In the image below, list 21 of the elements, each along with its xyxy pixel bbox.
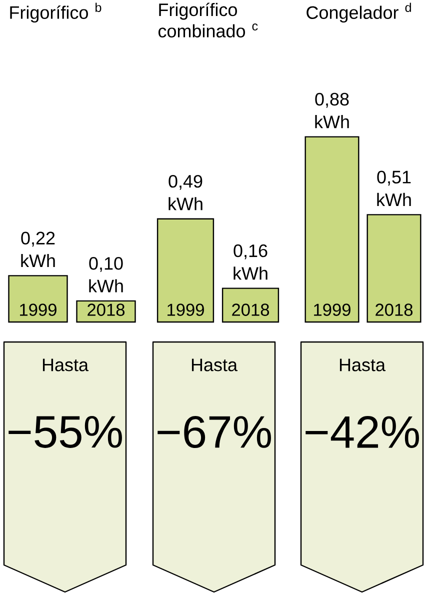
text: −67%	[158, 416, 271, 448]
data-label: 0,10 kWh	[89, 257, 123, 292]
x-tick-label: 1999	[314, 304, 350, 316]
x-tick-label: 2018	[232, 304, 270, 316]
chart-title: Frigorífico $^{b}$	[10, 2, 102, 23]
data-label: 0,88 kWh	[315, 92, 349, 128]
data-label: 0,16 kWh	[234, 244, 268, 280]
x-tick-label: 2018	[376, 304, 413, 316]
data-label: 0,22 kWh	[21, 232, 55, 267]
x-tick-label: 2018	[88, 304, 125, 316]
text: Hasta	[340, 358, 386, 372]
text: Hasta	[42, 358, 89, 372]
text: −55%	[8, 416, 122, 448]
x-tick-label: 1999	[168, 304, 204, 316]
text: −42%	[306, 416, 419, 448]
x-tick-label: 1999	[20, 304, 56, 316]
data-label: 0,49 kWh	[168, 174, 202, 210]
chart-title: Frigorífico combinado $^{c}$	[158, 2, 258, 38]
chart-title: Congelador $^{d}$	[306, 2, 411, 23]
text: Hasta	[192, 358, 238, 372]
data-label: 0,51 kWh	[377, 170, 411, 206]
